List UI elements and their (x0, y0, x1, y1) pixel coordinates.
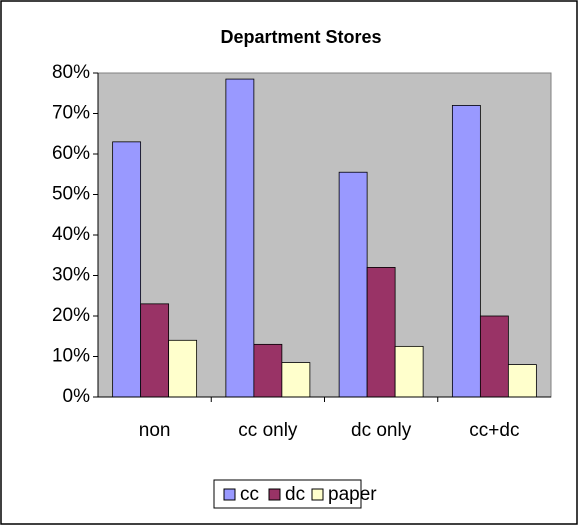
bar (366, 266, 396, 398)
bar (168, 339, 198, 398)
y-tick-label: 10% (52, 346, 90, 367)
bar (451, 105, 481, 398)
y-tick-label: 80% (52, 62, 90, 83)
y-tick-label: 0% (63, 386, 91, 407)
bar (507, 364, 537, 398)
x-tick-label: cc only (238, 420, 298, 441)
bar (112, 141, 142, 398)
legend-label: paper (328, 484, 377, 505)
bar (394, 345, 424, 398)
bar (140, 303, 170, 398)
bar (225, 78, 255, 398)
x-tick-label: non (139, 420, 171, 441)
legend-swatch (311, 488, 324, 501)
legend-label: dc (285, 484, 305, 505)
chart-title: Department Stores (220, 27, 381, 47)
y-tick-label: 50% (52, 184, 90, 205)
x-tick-label: dc only (351, 420, 412, 441)
x-tick-label: cc+dc (469, 420, 519, 441)
legend-swatch (223, 488, 236, 501)
bar (253, 343, 283, 398)
y-tick-label: 60% (52, 143, 90, 164)
legend-swatch (268, 488, 281, 501)
y-tick-label: 30% (52, 265, 90, 286)
y-tick-label: 20% (52, 305, 90, 326)
bar (281, 362, 311, 398)
y-tick-label: 40% (52, 224, 90, 245)
bar (479, 315, 509, 398)
legend-label: cc (240, 484, 259, 505)
y-tick-label: 70% (52, 103, 90, 124)
legend-box (213, 479, 362, 509)
bar (338, 171, 368, 398)
